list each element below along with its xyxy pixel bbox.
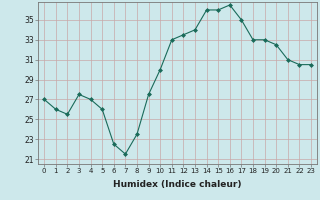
X-axis label: Humidex (Indice chaleur): Humidex (Indice chaleur) bbox=[113, 180, 242, 189]
